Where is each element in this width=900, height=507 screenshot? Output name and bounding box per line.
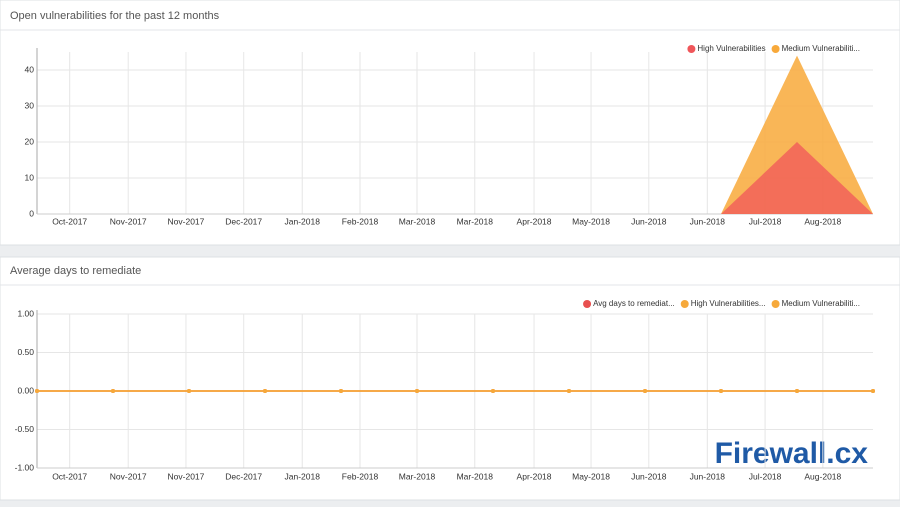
watermark: Firewall.cx (715, 437, 869, 470)
point (263, 389, 267, 393)
x-tick-label: Mar-2018 (457, 216, 494, 226)
legend-marker (583, 300, 592, 308)
x-tick-label: Mar-2018 (399, 471, 436, 481)
point (871, 389, 875, 393)
legend-label: High Vulnerabilities... (691, 299, 766, 308)
x-tick-label: Jun-2018 (690, 471, 726, 481)
legend-marker (771, 45, 780, 53)
point (491, 389, 495, 393)
legend-label: Medium Vulnerabiliti... (782, 44, 860, 53)
point (719, 389, 723, 393)
x-tick-label: Oct-2017 (52, 216, 87, 226)
legend-label: Avg days to remediat... (593, 299, 675, 308)
point (415, 389, 419, 393)
legend-marker (687, 45, 696, 53)
x-tick-label: Oct-2017 (52, 471, 87, 481)
x-tick-label: Feb-2018 (342, 216, 379, 226)
panel-title: Open vulnerabilities for the past 12 mon… (10, 10, 220, 22)
point (567, 389, 571, 393)
x-tick-label: Jun-2018 (631, 216, 667, 226)
y-tick-label: -0.50 (15, 424, 35, 434)
y-tick-label: 10 (25, 172, 35, 182)
x-tick-label: Nov-2017 (110, 216, 147, 226)
y-tick-label: 20 (25, 136, 35, 146)
x-tick-label: Jan-2018 (285, 216, 321, 226)
x-tick-label: May-2018 (572, 216, 610, 226)
x-tick-label: Apr-2018 (517, 216, 552, 226)
x-tick-label: Mar-2018 (457, 471, 494, 481)
x-tick-label: Feb-2018 (342, 471, 379, 481)
y-tick-label: 0.50 (17, 347, 34, 357)
y-tick-label: 0 (29, 208, 34, 218)
point (187, 389, 191, 393)
area (37, 142, 873, 214)
x-tick-label: Jul-2018 (749, 216, 782, 226)
x-tick-label: Jul-2018 (749, 471, 782, 481)
legend-label: Medium Vulnerabiliti... (782, 299, 860, 308)
x-tick-label: Jun-2018 (690, 216, 726, 226)
x-tick-label: Dec-2017 (225, 471, 262, 481)
x-tick-label: Mar-2018 (399, 216, 436, 226)
legend-label: High Vulnerabilities (697, 44, 765, 53)
x-tick-label: Aug-2018 (804, 471, 841, 481)
point (339, 389, 343, 393)
legend-marker (680, 300, 689, 308)
point (111, 389, 115, 393)
x-tick-label: Jan-2018 (285, 471, 321, 481)
panel (0, 256, 900, 501)
point (643, 389, 647, 393)
y-tick-label: 40 (25, 64, 35, 74)
point (795, 389, 799, 393)
y-tick-label: -1.00 (15, 462, 35, 472)
legend-marker (771, 300, 780, 308)
y-tick-label: 0.00 (17, 385, 34, 395)
x-tick-label: Nov-2017 (110, 471, 147, 481)
x-tick-label: Nov-2017 (168, 471, 205, 481)
y-tick-label: 1.00 (17, 308, 34, 318)
panel-title: Average days to remediate (10, 265, 141, 277)
x-tick-label: Jun-2018 (631, 471, 667, 481)
point (35, 389, 39, 393)
x-tick-label: May-2018 (572, 471, 610, 481)
y-tick-label: 30 (25, 100, 35, 110)
x-tick-label: Nov-2017 (168, 216, 205, 226)
x-tick-label: Apr-2018 (517, 471, 552, 481)
x-tick-label: Dec-2017 (225, 216, 262, 226)
x-tick-label: Aug-2018 (804, 216, 841, 226)
